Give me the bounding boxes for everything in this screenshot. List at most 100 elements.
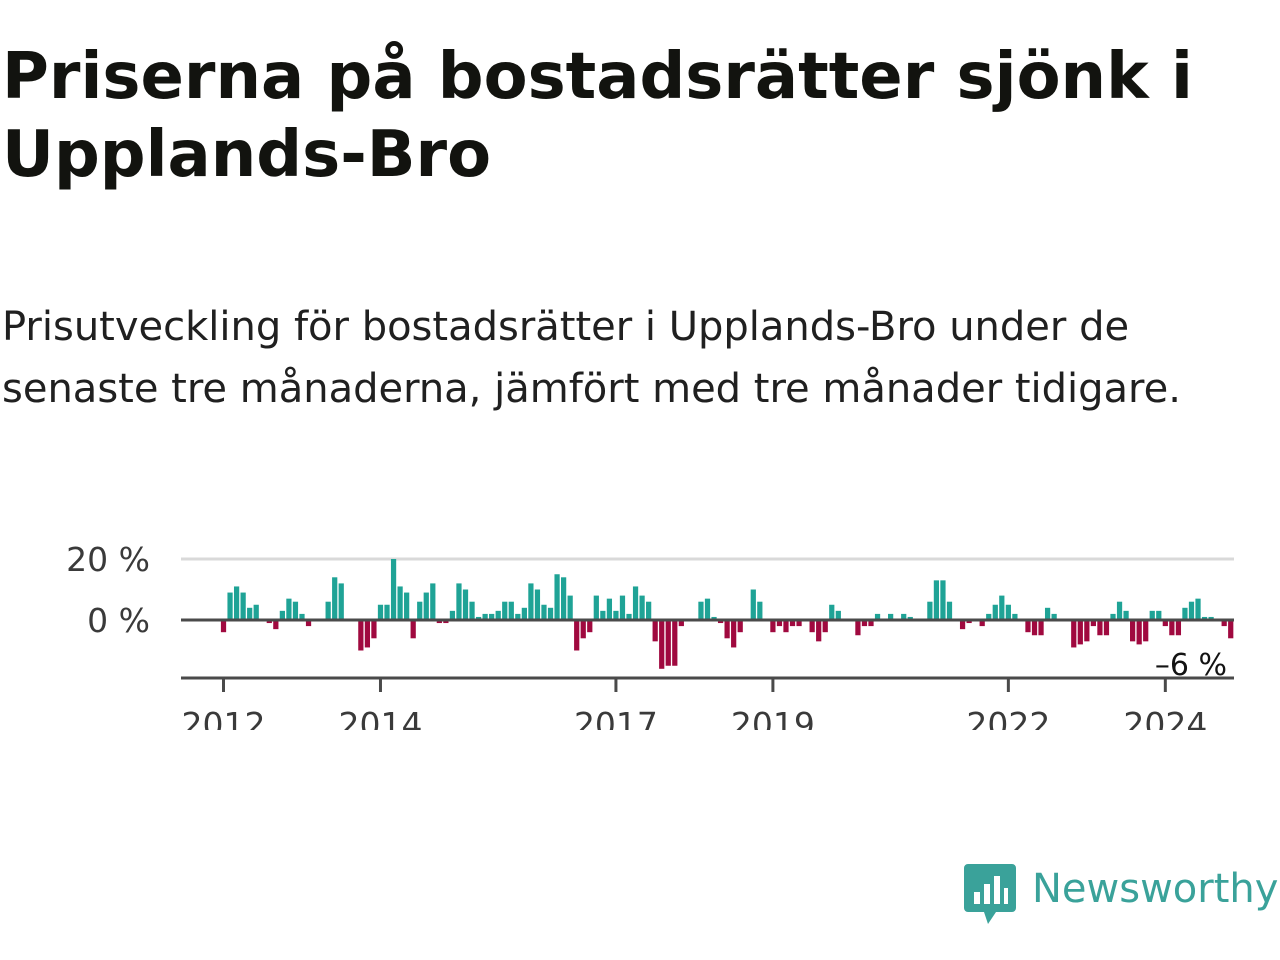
bar bbox=[868, 620, 874, 627]
bar bbox=[1071, 620, 1077, 648]
bar bbox=[404, 592, 410, 620]
bar bbox=[796, 620, 802, 627]
bar bbox=[561, 577, 567, 620]
bar bbox=[286, 598, 292, 620]
bar bbox=[888, 613, 894, 620]
bar bbox=[233, 586, 240, 620]
end-value-label: –6 % bbox=[1155, 648, 1227, 683]
bar bbox=[1188, 601, 1195, 620]
bar bbox=[541, 604, 547, 620]
bar bbox=[475, 616, 482, 620]
bar bbox=[1084, 620, 1090, 642]
bar bbox=[1195, 598, 1201, 620]
bar bbox=[822, 620, 828, 633]
newsworthy-logo-icon bbox=[964, 864, 1016, 924]
bar bbox=[1025, 620, 1031, 633]
bar bbox=[600, 610, 606, 620]
bar bbox=[1097, 620, 1103, 636]
bar bbox=[299, 613, 305, 620]
bar bbox=[1208, 616, 1214, 620]
bar bbox=[1156, 610, 1162, 620]
x-tick-label: 2024 bbox=[1123, 705, 1207, 730]
bar bbox=[384, 604, 390, 620]
bar bbox=[737, 620, 743, 633]
bar bbox=[1123, 610, 1129, 620]
bar bbox=[809, 620, 815, 633]
bar bbox=[1136, 620, 1142, 645]
chart-title: Priserna på bostadsrätter sjönk i Upplan… bbox=[2, 40, 1193, 192]
bar bbox=[253, 604, 259, 620]
bar bbox=[999, 595, 1005, 620]
bar bbox=[1116, 601, 1123, 620]
bar bbox=[613, 610, 619, 620]
x-tick-label: 2022 bbox=[966, 705, 1050, 730]
bar bbox=[247, 607, 253, 620]
bar bbox=[436, 620, 442, 624]
bar bbox=[587, 620, 593, 633]
bar bbox=[430, 583, 436, 620]
bar bbox=[456, 583, 462, 620]
bar bbox=[364, 620, 371, 648]
bar bbox=[770, 620, 776, 633]
bar bbox=[325, 601, 331, 620]
bar bbox=[646, 601, 652, 620]
bar bbox=[534, 589, 541, 620]
bar bbox=[966, 620, 972, 624]
bar bbox=[358, 620, 364, 651]
bar-chart: 20 % 0 % 2012 2014 2017 2019 2022 2024 –6 % bbox=[66, 540, 1234, 730]
bar bbox=[678, 620, 684, 627]
bar bbox=[1012, 613, 1018, 620]
bar bbox=[227, 592, 233, 620]
bar bbox=[901, 613, 907, 620]
bar bbox=[1149, 610, 1155, 620]
bar bbox=[835, 610, 841, 620]
bar bbox=[266, 620, 272, 624]
bar bbox=[861, 620, 868, 627]
x-tick-label: 2012 bbox=[182, 705, 266, 730]
bar bbox=[423, 592, 429, 620]
bar bbox=[1228, 620, 1234, 639]
bar bbox=[397, 586, 403, 620]
bar bbox=[855, 620, 861, 636]
bar bbox=[240, 592, 246, 620]
bar bbox=[698, 601, 704, 620]
bar bbox=[338, 583, 344, 620]
bar bbox=[933, 580, 940, 620]
bar bbox=[521, 607, 527, 620]
bar bbox=[220, 620, 227, 633]
x-tick-label: 2014 bbox=[338, 705, 422, 730]
bar bbox=[665, 620, 671, 666]
newsworthy-wordmark: Newsworthy bbox=[1032, 866, 1279, 912]
bar bbox=[1038, 620, 1044, 636]
bar bbox=[1182, 607, 1188, 620]
bar bbox=[332, 577, 338, 620]
bar bbox=[449, 610, 456, 620]
bar bbox=[717, 620, 724, 624]
bar bbox=[940, 580, 946, 620]
bar bbox=[626, 613, 632, 620]
bar bbox=[1130, 620, 1136, 642]
bar bbox=[711, 616, 717, 620]
bar bbox=[946, 601, 953, 620]
bar bbox=[776, 620, 783, 627]
bar bbox=[619, 595, 626, 620]
bar bbox=[731, 620, 737, 648]
bar bbox=[704, 598, 711, 620]
bar bbox=[1162, 620, 1168, 627]
bar bbox=[757, 601, 763, 620]
bar bbox=[632, 586, 639, 620]
bar bbox=[659, 620, 665, 669]
bar bbox=[1110, 613, 1116, 620]
bar bbox=[305, 620, 312, 627]
bar bbox=[992, 604, 998, 620]
y-tick-label: 0 % bbox=[87, 601, 150, 640]
y-tick-label: 20 % bbox=[66, 540, 150, 579]
bar bbox=[1201, 616, 1208, 620]
bar bbox=[1169, 620, 1175, 636]
bar bbox=[652, 620, 658, 642]
x-tick-label: 2017 bbox=[574, 705, 658, 730]
bar bbox=[390, 559, 397, 620]
bar bbox=[829, 604, 835, 620]
bar bbox=[528, 583, 534, 620]
bar bbox=[462, 589, 469, 620]
